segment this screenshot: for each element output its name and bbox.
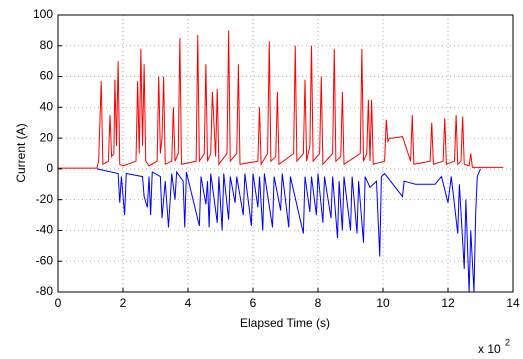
- y-tick-label: -40: [36, 223, 54, 237]
- x-tick-label: 10: [376, 296, 390, 310]
- y-tick-label: -60: [36, 253, 54, 267]
- x-multiplier-exponent: 2: [505, 337, 510, 347]
- y-tick-label: 60: [40, 69, 54, 83]
- y-axis-label: Current (A): [14, 123, 28, 182]
- x-tick-label: 0: [55, 296, 62, 310]
- series-line: [96, 168, 481, 293]
- x-tick-label: 14: [506, 296, 520, 310]
- y-tick-label: 100: [33, 7, 53, 21]
- x-tick-label: 6: [250, 296, 257, 310]
- y-tick-label: 20: [40, 130, 54, 144]
- y-tick-label: 0: [46, 161, 53, 175]
- series-line: [58, 30, 504, 169]
- x-axis-label: Elapsed Time (s): [240, 316, 330, 330]
- x-multiplier: x 10: [478, 342, 501, 356]
- grid: [57, 14, 514, 293]
- x-tick-label: 2: [120, 296, 127, 310]
- y-tick-label: 40: [40, 100, 54, 114]
- axes-box: [57, 14, 514, 293]
- y-tick-label: -80: [36, 284, 54, 298]
- y-tick-label: -20: [36, 192, 54, 206]
- x-tick-label: 8: [315, 296, 322, 310]
- x-tick-label: 12: [441, 296, 455, 310]
- x-tick-label: 4: [185, 296, 192, 310]
- plot-area: [58, 30, 504, 293]
- y-tick-label: 80: [40, 38, 54, 52]
